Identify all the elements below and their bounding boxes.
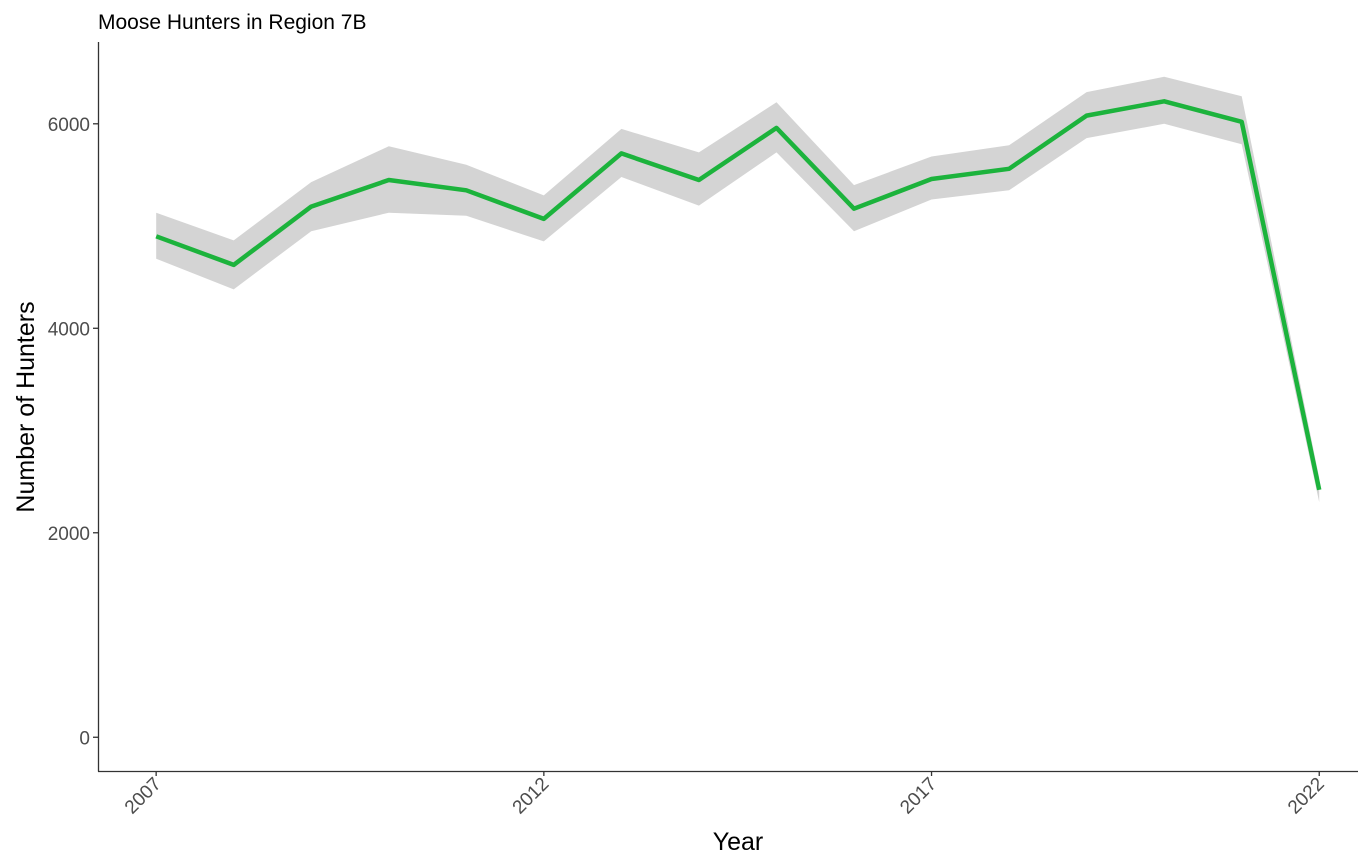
x-axis-ticks: 2007 2012 2017 2022 [121, 771, 1329, 818]
confidence-ribbon [156, 76, 1320, 503]
y-tick-label: 4000 [48, 319, 90, 340]
x-tick-label: 2012 [509, 774, 554, 819]
x-tick-label: 2017 [896, 774, 941, 819]
x-tick-label: 2007 [121, 774, 166, 819]
x-tick-label: 2022 [1284, 774, 1329, 819]
y-tick-label: 6000 [48, 115, 90, 136]
y-tick-label: 2000 [48, 524, 90, 545]
chart-title: Moose Hunters in Region 7B [98, 11, 366, 34]
plot-area [155, 76, 1322, 503]
y-axis-ticks: 0 2000 4000 6000 [48, 115, 98, 749]
y-axis-title: Number of Hunters [12, 301, 40, 512]
series-line [155, 99, 1322, 491]
y-tick-label: 0 [79, 728, 90, 749]
x-axis-title: Year [713, 828, 764, 856]
